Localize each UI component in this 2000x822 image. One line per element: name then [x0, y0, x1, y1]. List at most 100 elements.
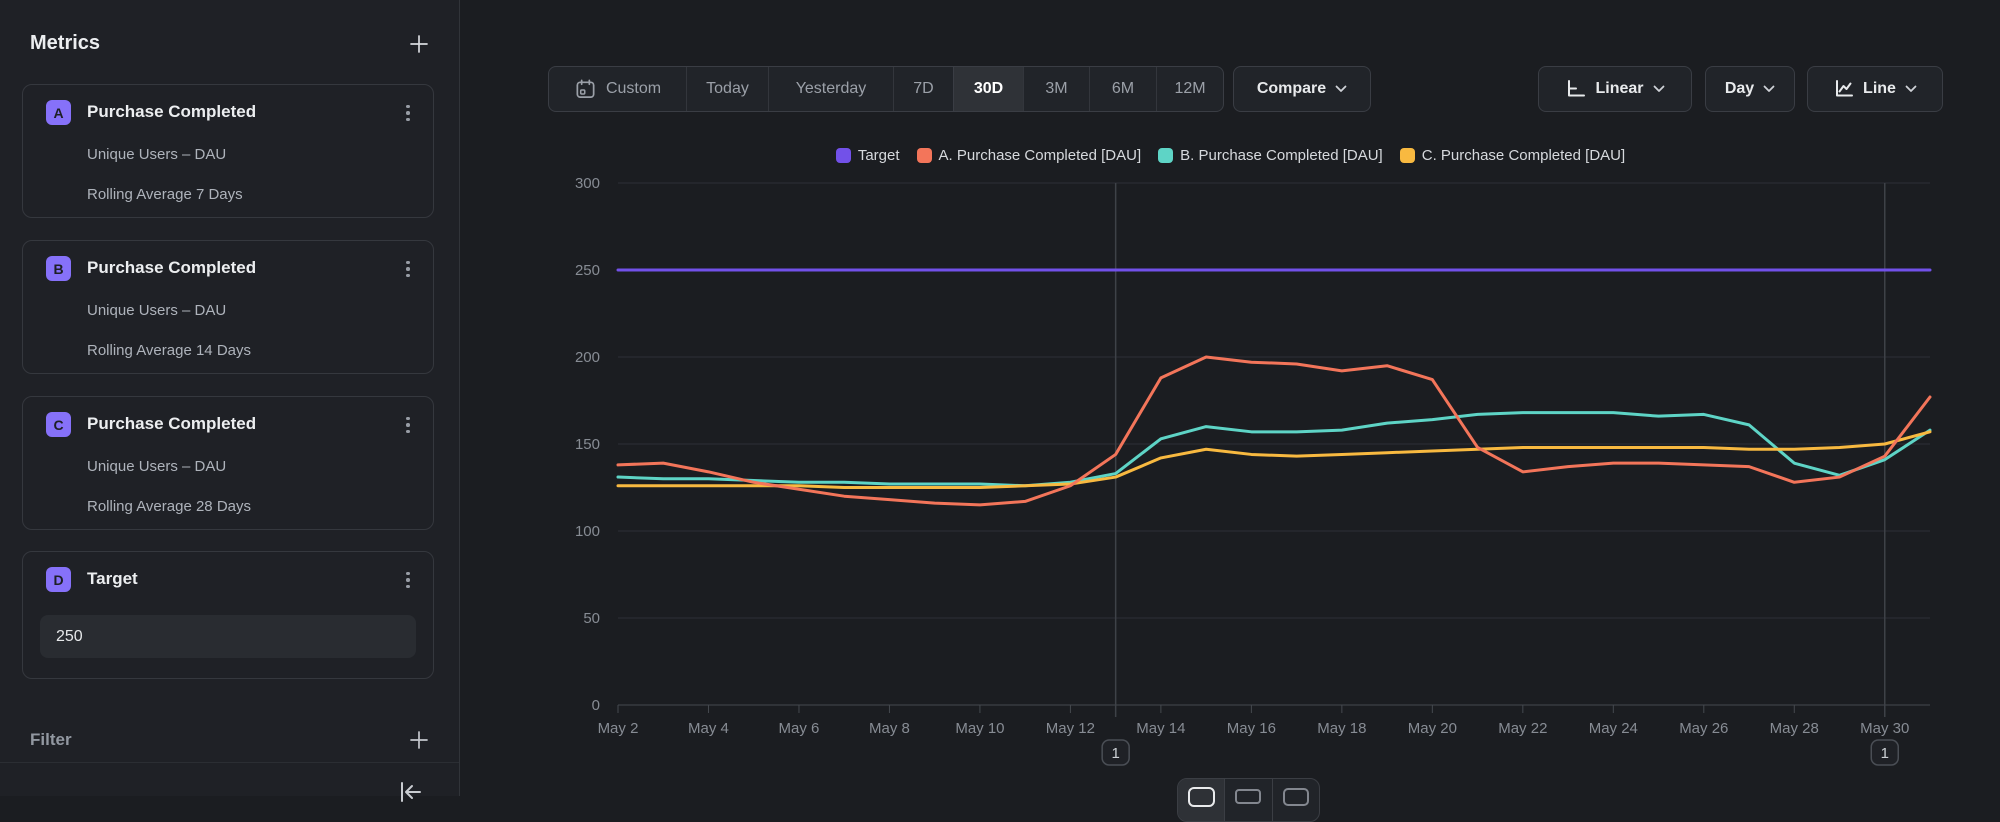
- series-line-a: [616, 355, 1932, 507]
- sidebar-divider: [0, 762, 459, 763]
- y-axis-label: 300: [575, 175, 600, 192]
- more-options-icon[interactable]: [397, 565, 419, 595]
- legend-item-c[interactable]: C. Purchase Completed [DAU]: [1399, 147, 1625, 164]
- target-value-input[interactable]: 250: [40, 615, 416, 658]
- metric-measure[interactable]: Unique Users – DAU: [87, 458, 227, 475]
- legend-swatch: [1399, 148, 1415, 163]
- annotation-badge[interactable]: [1870, 739, 1900, 766]
- y-axis-label: 0: [592, 697, 600, 714]
- y-axis-label: 100: [575, 523, 600, 540]
- more-options-icon[interactable]: [397, 410, 419, 440]
- range-label: Custom: [605, 80, 662, 97]
- metric-transform[interactable]: Rolling Average 28 Days: [87, 498, 251, 515]
- legend-item-b[interactable]: B. Purchase Completed [DAU]: [1158, 147, 1383, 164]
- interval-dropdown[interactable]: Day: [1705, 66, 1795, 112]
- target-title: Target: [87, 569, 138, 588]
- filter-section-title: Filter: [30, 730, 72, 749]
- x-axis-label: May 16: [1227, 720, 1276, 737]
- range-3m[interactable]: 3M: [1023, 67, 1089, 111]
- add-metric-button[interactable]: [407, 32, 431, 56]
- view-chart-table-button[interactable]: [1224, 779, 1271, 821]
- chart-view-icon: [1187, 787, 1215, 807]
- metric-title: Purchase Completed: [87, 258, 257, 277]
- chevron-down-icon: [1763, 85, 1775, 92]
- y-axis-label: 200: [575, 349, 600, 366]
- annotation-badge-label: 1: [1111, 745, 1119, 762]
- metric-badge: C: [46, 412, 71, 437]
- range-6m[interactable]: 6M: [1089, 67, 1156, 111]
- chart-panel: Custom Today Yesterday 7D 30D 3M 6M 12M …: [461, 0, 2000, 822]
- more-options-icon[interactable]: [397, 254, 419, 284]
- calendar-icon: [576, 79, 595, 98]
- legend-swatch: [1158, 148, 1174, 163]
- collapse-sidebar-button[interactable]: [396, 778, 426, 808]
- x-axis-label: May 12: [1046, 720, 1095, 737]
- annotation-badge-label: 1: [1881, 745, 1889, 762]
- plus-icon: [410, 35, 428, 53]
- metric-card-b[interactable]: B Purchase Completed Unique Users – DAU …: [22, 240, 434, 374]
- range-7d[interactable]: 7D: [893, 67, 953, 111]
- legend-item-a[interactable]: A. Purchase Completed [DAU]: [916, 147, 1141, 164]
- series-line-b: [616, 411, 1932, 488]
- chart-type-dropdown[interactable]: Line: [1807, 66, 1943, 112]
- legend-swatch: [916, 148, 932, 163]
- metric-transform[interactable]: Rolling Average 7 Days: [87, 186, 243, 203]
- metric-card-c[interactable]: C Purchase Completed Unique Users – DAU …: [22, 396, 434, 530]
- x-axis-label: May 2: [598, 720, 639, 737]
- axis-scale-icon: [1568, 80, 1586, 97]
- x-axis-label: May 18: [1317, 720, 1366, 737]
- x-axis-label: May 24: [1589, 720, 1638, 737]
- range-30d-selected[interactable]: 30D: [953, 67, 1023, 111]
- plus-icon: [410, 731, 428, 749]
- metric-transform[interactable]: Rolling Average 14 Days: [87, 342, 251, 359]
- x-axis-label: May 30: [1860, 720, 1909, 737]
- x-axis-label: May 6: [779, 720, 820, 737]
- line-chart-icon: [1836, 80, 1854, 97]
- chevron-down-icon: [1905, 85, 1917, 92]
- metrics-sidebar: Metrics A Purchase Completed Unique User…: [0, 0, 460, 802]
- x-axis-label: May 22: [1498, 720, 1547, 737]
- sidebar-title: Metrics: [30, 32, 101, 54]
- range-yesterday[interactable]: Yesterday: [768, 67, 893, 111]
- x-axis-label: May 10: [955, 720, 1004, 737]
- x-axis-label: May 26: [1679, 720, 1728, 737]
- range-custom[interactable]: Custom: [549, 67, 686, 111]
- x-axis-label: May 14: [1136, 720, 1185, 737]
- y-axis-label: 50: [583, 610, 600, 627]
- x-axis-label: May 4: [688, 720, 729, 737]
- y-axis-label: 250: [575, 262, 600, 279]
- metric-badge: D: [46, 567, 71, 592]
- chevron-down-icon: [1335, 85, 1347, 92]
- date-range-selector: Custom Today Yesterday 7D 30D 3M 6M 12M: [548, 66, 1224, 112]
- view-table-button[interactable]: [1271, 779, 1319, 821]
- x-axis-label: May 20: [1408, 720, 1457, 737]
- more-options-icon[interactable]: [397, 98, 419, 128]
- range-today[interactable]: Today: [686, 67, 768, 111]
- metric-measure[interactable]: Unique Users – DAU: [87, 146, 227, 163]
- table-view-icon: [1282, 788, 1309, 806]
- add-filter-button[interactable]: [407, 728, 431, 752]
- metric-badge: A: [46, 100, 71, 125]
- scale-dropdown[interactable]: Linear: [1538, 66, 1692, 112]
- metric-measure[interactable]: Unique Users – DAU: [87, 302, 227, 319]
- compare-dropdown[interactable]: Compare: [1233, 66, 1371, 112]
- annotation-badge[interactable]: [1101, 739, 1130, 766]
- legend-swatch: [835, 148, 851, 163]
- metric-badge: B: [46, 256, 71, 281]
- series-line-c: [616, 430, 1932, 489]
- line-chart[interactable]: 0 50 100 150 200 250 300 May 2 May 4 May 6 May 8 Ma…: [461, 0, 2000, 796]
- metric-title: Purchase Completed: [87, 102, 257, 121]
- collapse-left-icon: [401, 782, 421, 802]
- legend-item-target[interactable]: Target: [835, 147, 900, 164]
- view-toggle: [1177, 778, 1320, 822]
- target-card[interactable]: D Target 250: [22, 551, 434, 679]
- view-chart-button[interactable]: [1178, 779, 1225, 821]
- chart-table-view-icon: [1235, 789, 1262, 804]
- metric-card-a[interactable]: A Purchase Completed Unique Users – DAU …: [22, 84, 434, 218]
- chevron-down-icon: [1653, 85, 1664, 92]
- metric-title: Purchase Completed: [87, 414, 257, 433]
- range-12m[interactable]: 12M: [1156, 67, 1223, 111]
- y-axis-label: 150: [575, 436, 600, 453]
- x-axis-label: May 28: [1770, 720, 1819, 737]
- chart-legend: Target A. Purchase Completed [DAU] B. Pu…: [461, 147, 2000, 164]
